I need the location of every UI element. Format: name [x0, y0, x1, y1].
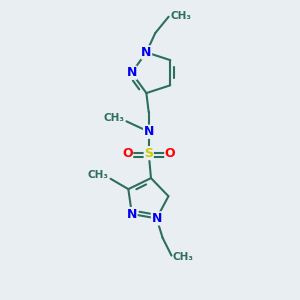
Text: O: O — [122, 147, 133, 160]
Text: CH₃: CH₃ — [104, 113, 125, 123]
Text: CH₃: CH₃ — [87, 170, 108, 180]
Text: S: S — [144, 147, 153, 160]
Text: N: N — [126, 66, 137, 79]
Text: N: N — [127, 208, 137, 220]
Text: CH₃: CH₃ — [173, 252, 194, 262]
Text: N: N — [152, 212, 162, 225]
Text: O: O — [165, 147, 176, 160]
Text: CH₃: CH₃ — [170, 11, 191, 21]
Text: N: N — [141, 46, 152, 59]
Text: N: N — [143, 125, 154, 138]
